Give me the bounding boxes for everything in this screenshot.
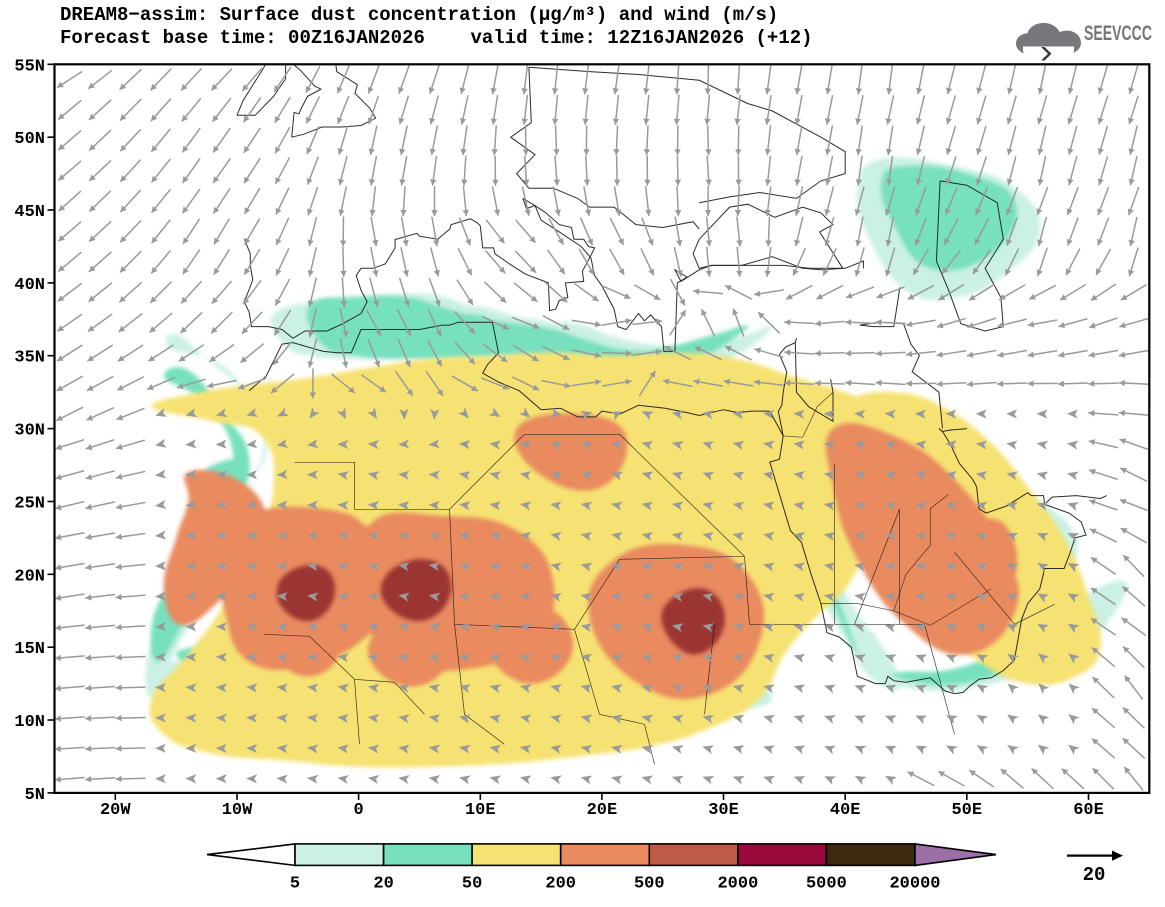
svg-text:2000: 2000 — [717, 874, 758, 893]
svg-text:30N: 30N — [14, 422, 45, 441]
svg-text:SEEVCCC: SEEVCCC — [1084, 22, 1152, 45]
svg-text:35N: 35N — [14, 349, 45, 368]
svg-text:60E: 60E — [1073, 801, 1104, 820]
svg-text:50: 50 — [462, 874, 482, 893]
svg-text:45N: 45N — [14, 203, 45, 222]
svg-text:20000: 20000 — [889, 874, 940, 893]
svg-text:10N: 10N — [14, 713, 45, 732]
svg-text:20W: 20W — [100, 801, 131, 820]
svg-text:50N: 50N — [14, 130, 45, 149]
svg-text:20: 20 — [373, 874, 393, 893]
svg-text:20E: 20E — [587, 801, 618, 820]
svg-text:25N: 25N — [14, 495, 45, 514]
svg-text:20: 20 — [1083, 864, 1106, 886]
svg-text:5N: 5N — [25, 786, 45, 805]
svg-text:20N: 20N — [14, 567, 45, 586]
svg-text:40N: 40N — [14, 276, 45, 295]
svg-text:5: 5 — [290, 874, 300, 893]
svg-text:15N: 15N — [14, 640, 45, 659]
svg-text:10E: 10E — [465, 801, 496, 820]
svg-text:0: 0 — [353, 801, 363, 820]
svg-text:10W: 10W — [222, 801, 253, 820]
svg-text:200: 200 — [545, 874, 576, 893]
svg-text:55N: 55N — [14, 57, 45, 76]
svg-text:50E: 50E — [951, 801, 982, 820]
svg-text:500: 500 — [634, 874, 665, 893]
svg-text:30E: 30E — [708, 801, 739, 820]
svg-text:40E: 40E — [830, 801, 861, 820]
svg-text:5000: 5000 — [806, 874, 847, 893]
